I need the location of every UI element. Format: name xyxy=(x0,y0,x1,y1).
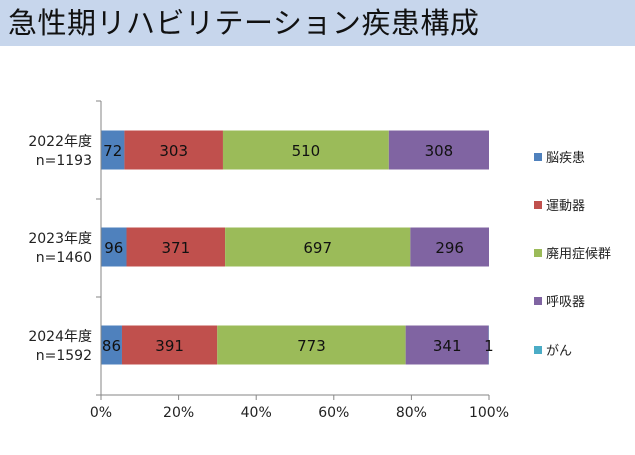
data-label: 303 xyxy=(159,142,188,160)
legend-label: がん xyxy=(546,344,572,359)
x-tick-label: 40% xyxy=(241,405,272,421)
bar-segment-3-3 xyxy=(217,325,406,365)
bar-segment-2-4 xyxy=(410,227,489,267)
legend-swatch xyxy=(534,201,542,209)
bars-layer xyxy=(101,130,489,365)
legend-swatch xyxy=(534,297,542,305)
legend-label: 呼吸器 xyxy=(546,295,585,310)
category-label: 2022年度 xyxy=(28,134,92,150)
bar-segment-1-2 xyxy=(124,130,223,170)
bar-segment-1-4 xyxy=(388,130,489,170)
bar-segment-1-3 xyxy=(222,130,389,170)
legend-swatch xyxy=(534,249,542,257)
bar-segment-2-1 xyxy=(101,227,127,267)
x-tick-label: 80% xyxy=(396,405,427,421)
data-label: 773 xyxy=(297,337,326,355)
category-label: 2024年度 xyxy=(28,329,92,345)
data-label: 72 xyxy=(103,142,122,160)
data-label: 341 xyxy=(433,337,462,355)
x-tick-label: 20% xyxy=(163,405,194,421)
data-label: 697 xyxy=(303,239,332,257)
legend-label: 廃用症候群 xyxy=(546,246,611,262)
bar-segment-2-3 xyxy=(225,227,411,267)
title-band xyxy=(0,0,635,46)
data-label: 86 xyxy=(102,337,121,355)
category-label: 2023年度 xyxy=(28,231,92,247)
category-total-label: n=1592 xyxy=(36,348,92,364)
data-label: 391 xyxy=(155,337,184,355)
bar-segment-1-1 xyxy=(101,130,125,170)
legend-label: 運動器 xyxy=(546,199,585,214)
category-total-label: n=1193 xyxy=(36,153,92,169)
data-label: 308 xyxy=(425,142,454,160)
data-label: 1 xyxy=(484,337,494,355)
category-total-label: n=1460 xyxy=(36,250,92,266)
legend-label: 脳疾患 xyxy=(546,151,585,166)
page-title: 急性期リハビリテーション疾患構成 xyxy=(8,6,480,40)
data-label: 510 xyxy=(292,142,321,160)
bar-segment-3-2 xyxy=(121,325,218,365)
legend-swatch xyxy=(534,153,542,161)
x-tick-label: 0% xyxy=(90,405,112,421)
data-label: 296 xyxy=(435,239,464,257)
data-label: 371 xyxy=(161,239,190,257)
bar-segment-3-1 xyxy=(101,325,122,365)
legend-swatch xyxy=(534,346,542,354)
x-tick-label: 60% xyxy=(318,405,349,421)
axes-layer: 0% 20% 40% 60% 80% 100% xyxy=(90,100,509,421)
x-tick-label: 100% xyxy=(469,405,509,421)
data-label: 96 xyxy=(104,239,123,257)
labels-layer: 72 303 510 308 2022年度 n=1193 96 371 697 296 2023年度… xyxy=(28,134,493,364)
bar-segment-3-4 xyxy=(405,325,489,365)
bar-segment-2-2 xyxy=(126,227,226,267)
